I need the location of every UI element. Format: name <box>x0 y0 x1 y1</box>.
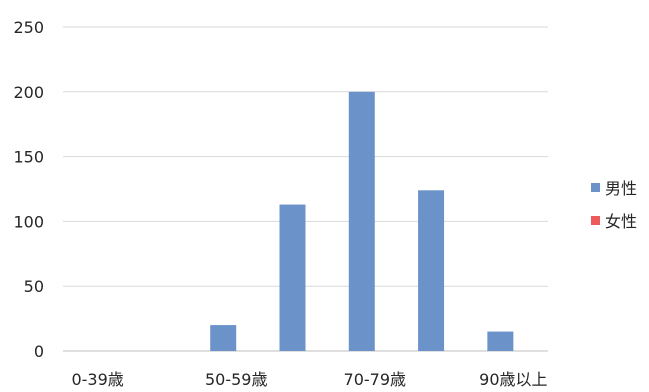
y-tick-label: 200 <box>13 83 44 102</box>
y-axis-tick-labels: 0 50 100 150 200 250 <box>13 18 44 361</box>
bar-60-69歳-男性 <box>279 204 306 351</box>
legend-label: 男性 <box>605 179 637 198</box>
y-tick-label: 250 <box>13 18 44 37</box>
legend-label: 女性 <box>605 212 637 231</box>
legend-swatch <box>591 216 600 225</box>
legend-swatch <box>591 183 600 192</box>
bar-90歳以上-男性 <box>487 331 514 351</box>
x-tick-label: 90歳以上 <box>479 370 547 388</box>
bars <box>210 91 514 352</box>
y-tick-label: 0 <box>34 342 44 361</box>
bar-80-89歳-男性 <box>418 190 445 351</box>
y-tick-label: 50 <box>24 277 44 296</box>
x-tick-label: 0-39歳 <box>71 370 123 388</box>
x-tick-label: 70-79歳 <box>344 370 407 388</box>
x-tick-label: 50-59歳 <box>205 370 268 388</box>
y-tick-label: 100 <box>13 212 44 231</box>
bar-70-79歳-男性 <box>348 91 375 352</box>
y-tick-label: 150 <box>13 148 44 167</box>
bar-50-59歳-男性 <box>210 325 237 351</box>
x-axis-tick-labels: 0-39歳 50-59歳 70-79歳 90歳以上 <box>71 370 547 389</box>
